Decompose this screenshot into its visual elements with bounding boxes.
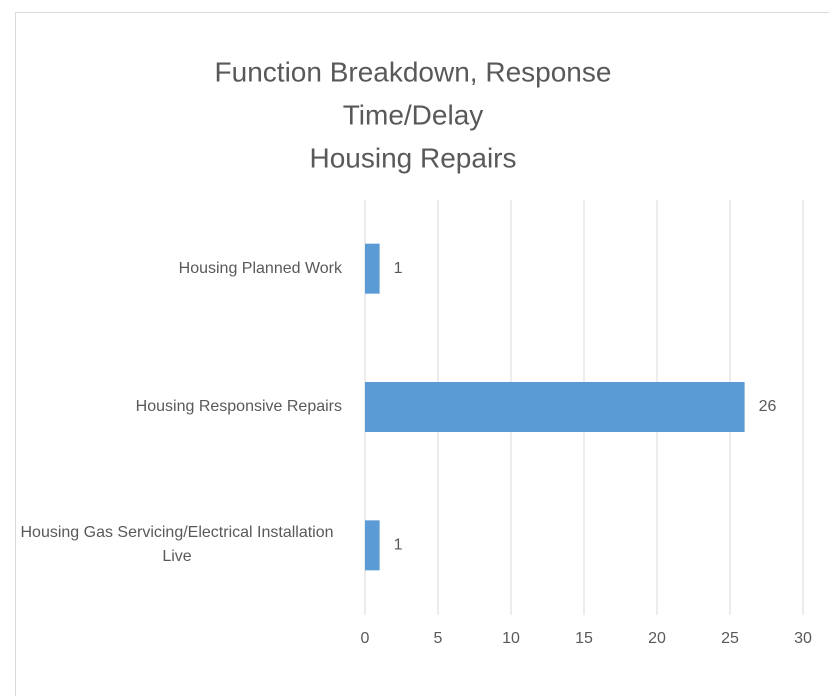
data-label: 1 xyxy=(394,260,403,277)
y-tick-label-box: Housing Gas Servicing/Electrical Install… xyxy=(12,521,342,569)
y-tick-label-box: Housing Responsive Repairs xyxy=(12,395,342,419)
data-label: 26 xyxy=(759,398,777,415)
x-tick-label: 5 xyxy=(434,630,443,647)
chart-title: Function Breakdown, Response xyxy=(215,56,612,87)
x-tick-label: 15 xyxy=(575,630,593,647)
y-tick-label: Housing Planned Work xyxy=(178,259,342,277)
chart-frame xyxy=(15,12,829,696)
chart-title: Time/Delay xyxy=(343,99,484,130)
x-tick-label: 20 xyxy=(648,630,666,647)
y-tick-label-box: Housing Planned Work xyxy=(12,257,342,281)
x-tick-label: 10 xyxy=(502,630,520,647)
bar xyxy=(365,243,380,294)
y-tick-label: Housing Gas Servicing/Electrical Install… xyxy=(20,524,334,566)
bar xyxy=(365,382,745,432)
x-tick-label: 30 xyxy=(794,630,812,647)
bar xyxy=(365,520,380,571)
x-tick-label: 0 xyxy=(361,630,370,647)
chart-title: Housing Repairs xyxy=(310,142,517,173)
y-tick-label: Housing Responsive Repairs xyxy=(135,398,342,415)
data-label: 1 xyxy=(394,537,403,554)
x-tick-label: 25 xyxy=(721,630,739,647)
